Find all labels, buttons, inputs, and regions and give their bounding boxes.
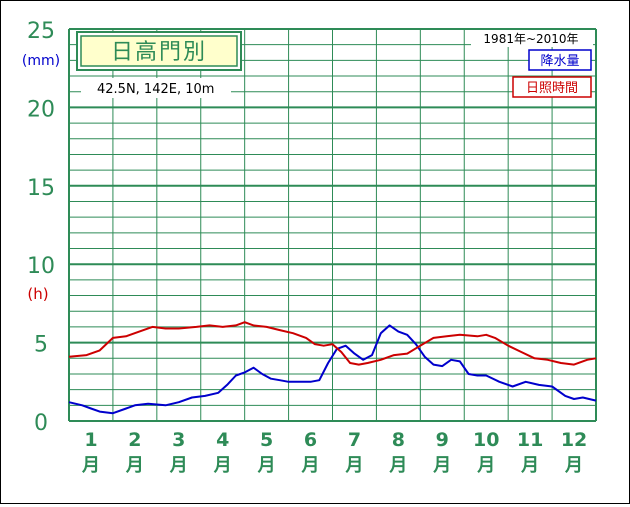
grid (68, 28, 597, 422)
station-name: 日高門別 (111, 40, 207, 65)
x-tick-month-number: 1 (84, 429, 97, 451)
x-tick-month-number: 8 (392, 429, 405, 451)
x-tick-month-unit: 月 (81, 455, 100, 476)
y-tick-label: 10 (27, 254, 55, 279)
x-tick-month-unit: 月 (388, 455, 407, 476)
unit-top-label: (mm) (22, 53, 60, 69)
y-tick-label: 5 (34, 333, 48, 358)
x-tick-month-unit: 月 (520, 455, 539, 476)
x-tick-month-unit: 月 (301, 455, 320, 476)
x-tick-month-number: 4 (216, 429, 229, 451)
x-axis-ticks: 1 月 2 月 3 月 4 月 5 月 6 月 7 月 8 月 9 月 10 月 11 月 12 月 (81, 429, 587, 476)
location-label-bg (81, 78, 231, 98)
y-axis-ticks: 0 5 10 15 20 25 (27, 19, 55, 436)
x-tick-month-unit: 月 (169, 455, 188, 476)
x-tick-month-unit: 月 (564, 455, 583, 476)
period-label-bg (471, 30, 593, 47)
station-name-box-inner (80, 35, 238, 67)
x-tick-month-unit: 月 (432, 455, 451, 476)
x-tick-month-unit: 月 (257, 455, 276, 476)
legend-precipitation: 降水量 (540, 54, 579, 69)
x-tick-month-number: 7 (348, 429, 361, 451)
x-tick-month-unit: 月 (476, 455, 495, 476)
series-lines (68, 321, 597, 415)
x-tick-month-number: 3 (172, 429, 185, 451)
period-label: 1981年~2010年 (483, 32, 578, 46)
precipitation-line (68, 324, 597, 415)
y-tick-label: 20 (27, 97, 55, 122)
x-tick-month-number: 12 (561, 429, 587, 451)
sunshine-line (68, 321, 597, 366)
y-tick-label: 25 (27, 19, 55, 44)
x-tick-month-number: 2 (128, 429, 141, 451)
x-tick-month-unit: 月 (125, 455, 144, 476)
x-tick-month-unit: 月 (344, 455, 363, 476)
x-tick-month-number: 10 (473, 429, 499, 451)
x-tick-month-number: 9 (436, 429, 449, 451)
legend-sunshine: 日照時間 (526, 81, 578, 96)
unit-bottom-label: (h) (27, 285, 48, 303)
x-tick-month-number: 5 (260, 429, 273, 451)
legend-precipitation-box (528, 49, 592, 71)
legend-sunshine-box (512, 76, 592, 98)
x-tick-month-number: 6 (304, 429, 317, 451)
location-label: 42.5N, 142E, 10m (97, 82, 214, 97)
x-tick-month-unit: 月 (213, 455, 232, 476)
x-tick-month-number: 11 (517, 429, 543, 451)
y-tick-label: 15 (27, 176, 55, 201)
y-tick-label: 0 (34, 411, 48, 436)
